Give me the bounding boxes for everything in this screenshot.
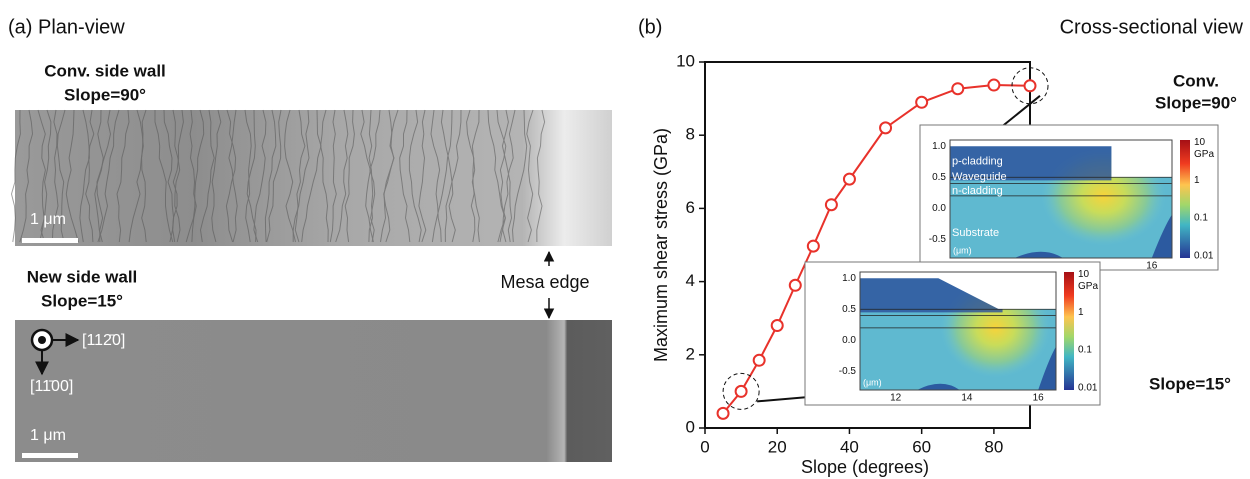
- y-tick-label: 4: [686, 271, 695, 290]
- data-point: [772, 320, 783, 331]
- direction-label: [112̄0]: [82, 332, 125, 349]
- x-tick-label: 60: [912, 437, 931, 456]
- colorbar-unit: GPa: [1078, 281, 1098, 292]
- inset-y-tick-label: 0.5: [842, 304, 856, 315]
- colorbar: [1064, 272, 1074, 390]
- inset-y-tick-label: -0.5: [929, 234, 947, 245]
- annotation: Slope=90°: [1155, 93, 1237, 112]
- image-title: Conv. side wall: [44, 61, 166, 80]
- inset-x-tick-label: 16: [1146, 261, 1158, 272]
- insets: 1.00.50.0-0.51214161010.10.01GPa(μm)p-cl…: [805, 125, 1218, 405]
- data-point: [736, 386, 747, 397]
- colorbar: [1180, 140, 1190, 258]
- micrograph: [15, 110, 612, 246]
- colorbar-label: 1: [1078, 307, 1084, 318]
- data-point: [880, 122, 891, 133]
- image-title: New side wall: [27, 267, 138, 286]
- data-point: [790, 280, 801, 291]
- colorbar-label: 0.01: [1194, 250, 1214, 261]
- layer-label: Waveguide: [952, 171, 1007, 183]
- scale-bar: [22, 238, 78, 243]
- colorbar-unit: GPa: [1194, 149, 1214, 160]
- chart-title: Cross-sectional view: [1060, 16, 1244, 38]
- colorbar-label: 0.1: [1194, 213, 1208, 224]
- x-tick-label: 0: [700, 437, 709, 456]
- inset-x-tick-label: 14: [961, 393, 973, 404]
- annotation: Slope=15°: [1149, 374, 1231, 393]
- data-point: [826, 199, 837, 210]
- inset-y-tick-label: 0.0: [842, 335, 856, 346]
- layer-label: Substrate: [952, 227, 999, 239]
- scale-bar-label: 1 μm: [30, 427, 66, 444]
- y-tick-label: 2: [686, 344, 695, 363]
- data-point: [754, 355, 765, 366]
- annotation: Conv.: [1173, 71, 1219, 90]
- inset-y-tick-label: 1.0: [842, 273, 856, 284]
- data-point: [808, 241, 819, 252]
- y-tick-label: 0: [686, 417, 695, 436]
- colorbar-label: 0.01: [1078, 382, 1098, 393]
- image-subtitle: Slope=15°: [41, 291, 123, 310]
- direction-icon: [38, 336, 46, 344]
- inset-y-tick-label: -0.5: [839, 366, 857, 377]
- colorbar-label: 10: [1078, 269, 1090, 280]
- x-tick-label: 40: [840, 437, 859, 456]
- colorbar-label: 0.1: [1078, 345, 1092, 356]
- layer-label: n-cladding: [952, 185, 1003, 197]
- panel-label: (b): [638, 16, 662, 38]
- data-point: [988, 80, 999, 91]
- annotation: Mesa edge: [500, 272, 589, 292]
- y-axis-label: Maximum shear stress (GPa): [651, 128, 671, 362]
- x-tick-label: 80: [984, 437, 1003, 456]
- colorbar-label: 1: [1194, 175, 1200, 186]
- inset-axis-unit: (μm): [863, 377, 882, 387]
- colorbar-label: 10: [1194, 137, 1206, 148]
- inset-axis-unit: (μm): [953, 245, 972, 255]
- y-tick-label: 6: [686, 198, 695, 217]
- x-tick-label: 20: [768, 437, 787, 456]
- figure: (a) Plan-view Conv. side wall Slope=90° …: [0, 0, 1250, 479]
- y-tick-label: 8: [686, 125, 695, 144]
- data-point: [916, 97, 927, 108]
- inset-y-tick-label: 0.0: [932, 203, 946, 214]
- data-point: [844, 174, 855, 185]
- data-point: [1025, 80, 1036, 91]
- panel-label: (a) Plan-view: [8, 16, 125, 38]
- data-point: [718, 408, 729, 419]
- data-point: [952, 83, 963, 94]
- inset-y-tick-label: 1.0: [932, 141, 946, 152]
- inset-x-tick-label: 12: [890, 393, 902, 404]
- layer-label: p-cladding: [952, 156, 1003, 168]
- image-subtitle: Slope=90°: [64, 85, 146, 104]
- y-tick-label: 10: [676, 51, 695, 70]
- direction-label: [11̄00]: [30, 378, 73, 395]
- x-axis-label: Slope (degrees): [801, 457, 929, 477]
- inset-y-tick-label: 0.5: [932, 172, 946, 183]
- inset-x-tick-label: 16: [1033, 393, 1045, 404]
- scale-bar-label: 1 μm: [30, 211, 66, 228]
- scale-bar: [22, 453, 78, 458]
